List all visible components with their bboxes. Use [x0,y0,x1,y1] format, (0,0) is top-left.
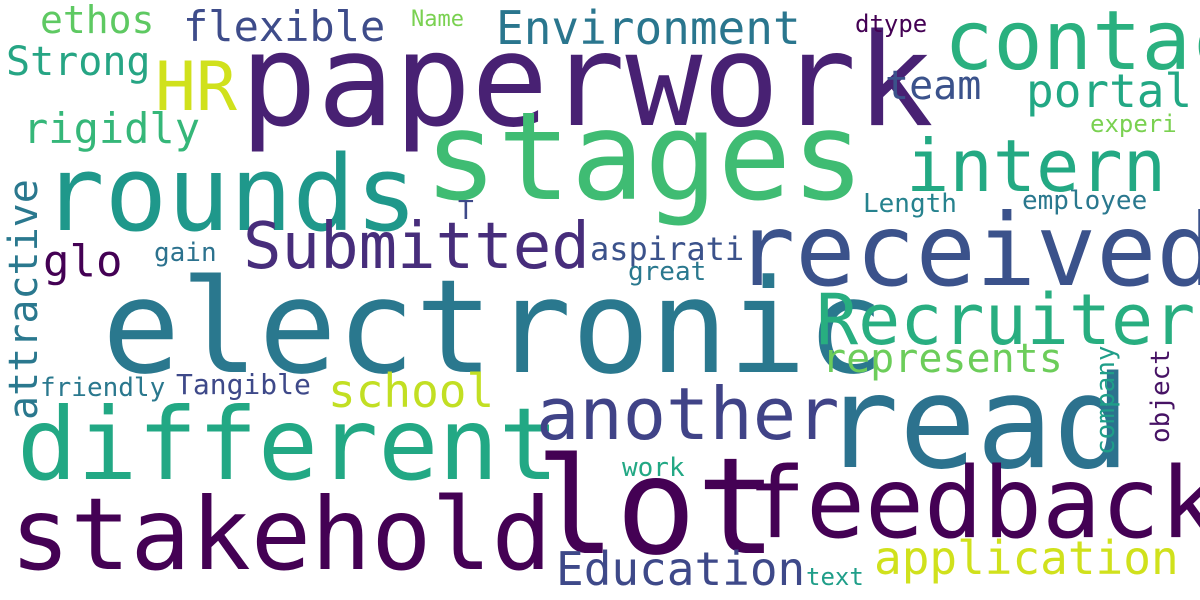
word-glo: glo [43,236,123,287]
word-portal: portal [1026,64,1193,118]
word-T: T [458,196,474,226]
word-represents: represents [822,336,1063,382]
word-HR: HR [155,48,237,127]
word-rigidly: rigidly [23,104,201,153]
word-read: read [822,349,1131,498]
word-Length: Length [863,189,957,219]
word-application: application [874,531,1179,585]
word-ethos: ethos [40,0,155,42]
word-Submitted: Submitted [243,210,590,284]
word-gain: gain [154,238,217,268]
word-electronic: electronic [102,251,885,403]
word-Environment: Environment [496,1,801,55]
word-object: object [1146,349,1176,443]
word-team: team [885,63,982,109]
word-Education: Education [556,542,806,596]
word-feedback: feedback [747,447,1200,561]
word-different: different [17,386,559,503]
word-stakehold: stakehold [10,476,552,593]
word-flexible: flexible [183,2,386,51]
word-received: received [735,192,1200,309]
word-Tangible: Tangible [176,368,311,401]
word-Name: Name [411,7,464,32]
word-contac: contac [944,0,1200,89]
word-stages: stages [424,86,865,228]
word-another: another [536,372,840,456]
word-employee: employee [1022,186,1148,216]
word-friendly: friendly [40,373,166,403]
word-dtype: dtype [855,10,928,38]
word-attractive: attractive [1,179,47,420]
word-great: great [628,257,707,287]
word-company: company [1091,345,1121,455]
word-lot: lot [535,429,778,585]
word-Recruiter: Recruiter [816,279,1196,361]
word-paperwork: paperwork [240,7,934,156]
word-text: text [806,563,864,591]
word-experi: experi [1090,110,1177,138]
word-rounds: rounds [42,133,418,255]
word-Strong: Strong [6,39,151,85]
word-aspirati: aspirati [590,230,745,268]
word-intern: intern [906,124,1167,208]
word-school: school [328,364,495,418]
word-work: work [622,453,685,483]
